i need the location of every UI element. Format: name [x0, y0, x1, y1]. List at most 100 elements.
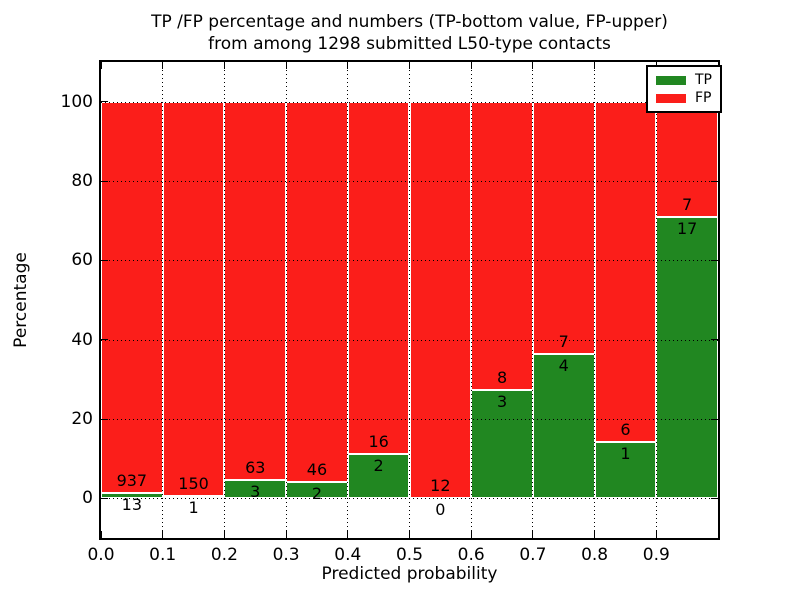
bar-segment-tp: [594, 441, 657, 499]
y-axis-tick: [101, 180, 108, 182]
y-axis-tick-right: [711, 259, 718, 261]
legend-row-fp: FP: [656, 89, 712, 107]
bar-segment-fp: [471, 101, 533, 391]
gridline-vertical: [470, 62, 472, 538]
tp-count-label: 3: [250, 482, 261, 502]
gridline-vertical: [655, 62, 657, 538]
gridline-vertical: [594, 62, 596, 538]
y-axis-tick: [101, 259, 108, 261]
x-tick-label: 0.8: [581, 545, 609, 565]
y-axis-tick-right: [711, 180, 718, 182]
x-tick-label: 0.1: [149, 545, 177, 565]
x-axis-tick: [101, 531, 102, 538]
fp-count-label: 46: [306, 459, 328, 479]
x-tick-label: 0.9: [642, 545, 670, 565]
chart-title: TP /FP percentage and numbers (TP-bottom…: [99, 11, 720, 55]
chart-title-line2: from among 1298 submitted L50-type conta…: [208, 34, 611, 54]
bar-segment-fp: [347, 101, 410, 455]
x-axis-label: Predicted probability: [321, 564, 498, 584]
legend-swatch-tp: [656, 75, 686, 85]
x-axis-tick: [285, 531, 287, 538]
legend-swatch-fp: [656, 93, 686, 103]
fp-count-label: 8: [496, 368, 508, 388]
tp-count-label: 4: [558, 356, 569, 376]
bar-segment-tp: [471, 390, 533, 499]
y-axis-tick: [101, 339, 108, 341]
y-axis-tick: [101, 497, 108, 499]
fp-count-label: 7: [682, 195, 693, 215]
y-tick-label: 60: [71, 250, 93, 271]
x-axis-tick: [162, 531, 164, 538]
bar-segment-fp: [286, 101, 348, 482]
x-axis-tick: [409, 531, 410, 538]
y-axis-tick: [101, 101, 108, 103]
y-tick-label: 80: [71, 171, 93, 191]
tp-count-label: 1: [188, 497, 199, 517]
x-tick-label: 0.7: [519, 545, 547, 565]
y-axis-tick: [101, 418, 108, 420]
x-axis-tick: [532, 531, 534, 538]
bar-segment-fp: [532, 101, 595, 355]
x-tick-label: 0.4: [334, 545, 362, 565]
legend-row-tp: TP: [656, 71, 712, 89]
fp-count-label: 63: [245, 458, 266, 478]
tp-count-label: 2: [311, 483, 323, 503]
fp-count-label: 937: [116, 470, 148, 490]
fp-count-label: 7: [558, 332, 569, 352]
bar-segment-fp: [656, 101, 718, 218]
x-tick-label: 0.0: [87, 545, 115, 565]
gridline-vertical: [162, 62, 164, 538]
x-axis-tick-top: [594, 62, 596, 69]
x-axis-tick-top: [101, 62, 102, 69]
fp-count-label: 6: [620, 419, 631, 439]
x-axis-tick-top: [409, 62, 410, 69]
fp-count-label: 12: [430, 476, 451, 496]
y-axis-tick-right: [711, 339, 718, 341]
x-axis-tick-top: [532, 62, 534, 69]
x-tick-label: 0.2: [210, 545, 238, 565]
tp-count-label: 17: [676, 219, 698, 239]
tp-count-label: 1: [620, 443, 631, 463]
x-tick-label: 0.3: [272, 545, 300, 565]
bar-segment-fp: [162, 101, 225, 496]
bar-segment-tp: [532, 354, 595, 499]
gridline-vertical: [347, 62, 349, 538]
y-axis-tick-right: [711, 497, 718, 499]
x-axis-tick-top: [162, 62, 164, 69]
gridline-vertical: [285, 62, 287, 538]
x-axis-tick-top: [347, 62, 349, 69]
x-tick-label: 0.5: [395, 545, 424, 565]
gridline-vertical: [532, 62, 534, 538]
tp-count-label: 2: [373, 456, 384, 476]
bar-segment-fp: [101, 101, 163, 493]
y-tick-label: 0: [82, 488, 93, 509]
gridline-vertical: [409, 62, 410, 538]
x-tick-label: 0.6: [457, 545, 485, 565]
y-axis-tick-right: [711, 418, 718, 420]
x-axis-tick-top: [285, 62, 287, 69]
legend-label-tp: TP: [695, 72, 712, 88]
x-axis-tick: [223, 531, 225, 538]
plot-area: 937 13 150 1 63 3 46 2 16 2 12 0 8 3 7 4 6 1 7 17: [99, 60, 720, 540]
x-axis-tick: [470, 531, 472, 538]
y-tick-label: 20: [71, 409, 93, 429]
bar-segment-fp: [224, 101, 287, 481]
y-axis-label: Percentage: [11, 252, 31, 348]
y-tick-label: 40: [71, 329, 93, 350]
fp-count-label: 150: [178, 473, 209, 493]
legend-label-fp: FP: [695, 90, 712, 106]
x-axis-tick: [347, 531, 349, 538]
x-axis-tick-top: [470, 62, 472, 69]
x-axis-tick-top: [223, 62, 225, 69]
fp-count-label: 16: [368, 432, 389, 452]
chart-title-line1: TP /FP percentage and numbers (TP-bottom…: [151, 12, 668, 32]
x-axis-tick: [655, 531, 657, 538]
bar-segment-fp: [594, 101, 657, 442]
bar-segment-fp: [409, 101, 472, 499]
y-tick-label: 100: [60, 91, 93, 112]
tp-count-label: 0: [435, 500, 446, 520]
gridline-vertical: [223, 62, 225, 538]
x-axis-tick: [594, 531, 596, 538]
tp-count-label: 13: [121, 494, 143, 514]
